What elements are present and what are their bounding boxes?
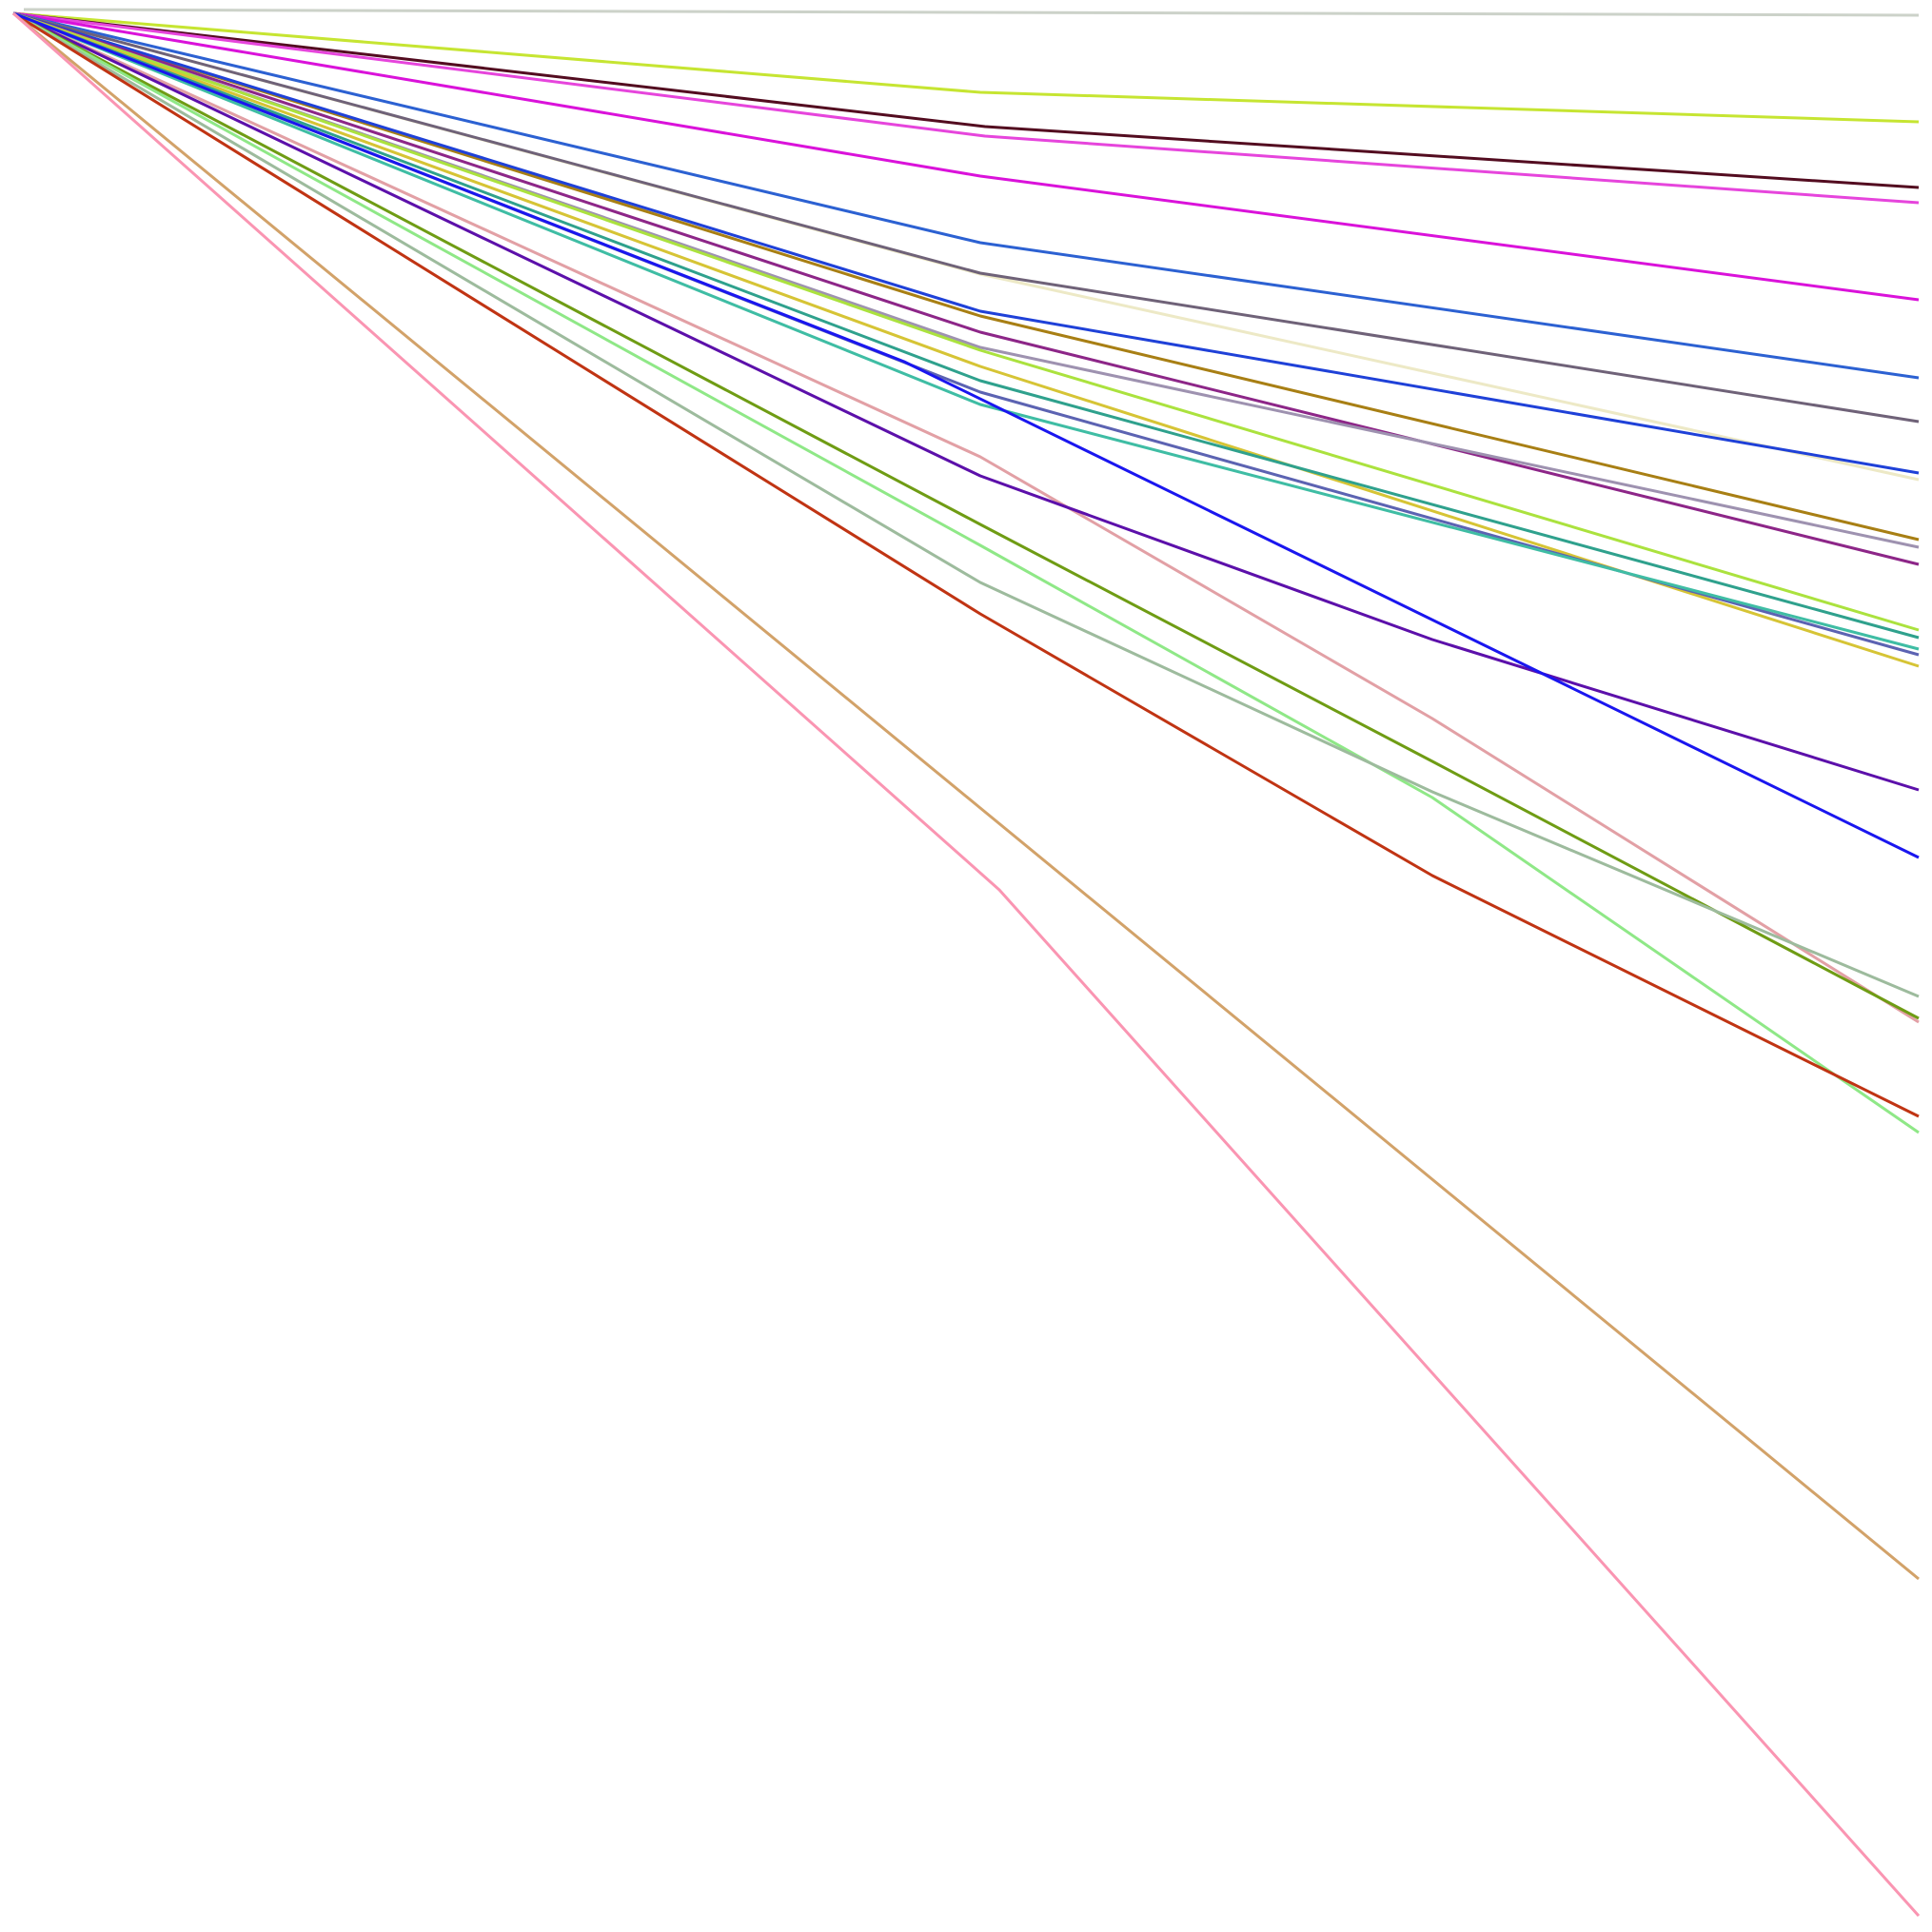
series-purple: [12, 11, 1920, 566]
series-teal-lower: [12, 11, 1920, 651]
series-royal-blue: [12, 11, 1920, 380]
series-magenta: [12, 11, 1920, 302]
series-yellow-green: [12, 11, 1920, 632]
series-olive-green: [12, 11, 1920, 1020]
series-chartreuse: [12, 11, 1920, 124]
series-tan: [12, 11, 1920, 1581]
series-bright-blue: [12, 11, 1920, 859]
series-light-slate: [12, 11, 1920, 549]
series-light-green: [12, 11, 1920, 1134]
series-gray-green: [12, 11, 1920, 998]
series-dark-slate: [12, 11, 1920, 424]
series-medium-blue: [12, 11, 1920, 475]
series-orchid-magenta: [12, 11, 1920, 205]
series-dark-violet: [12, 11, 1920, 792]
series-teal-upper: [12, 11, 1920, 640]
series-bright-pink: [12, 11, 1921, 1918]
series-dark-maroon: [12, 11, 1920, 189]
series-dark-goldenrod: [12, 11, 1920, 542]
series-firebrick: [12, 11, 1920, 1118]
series-gray-top: [23, 8, 1920, 17]
series-rosy-pink: [12, 11, 1920, 1024]
